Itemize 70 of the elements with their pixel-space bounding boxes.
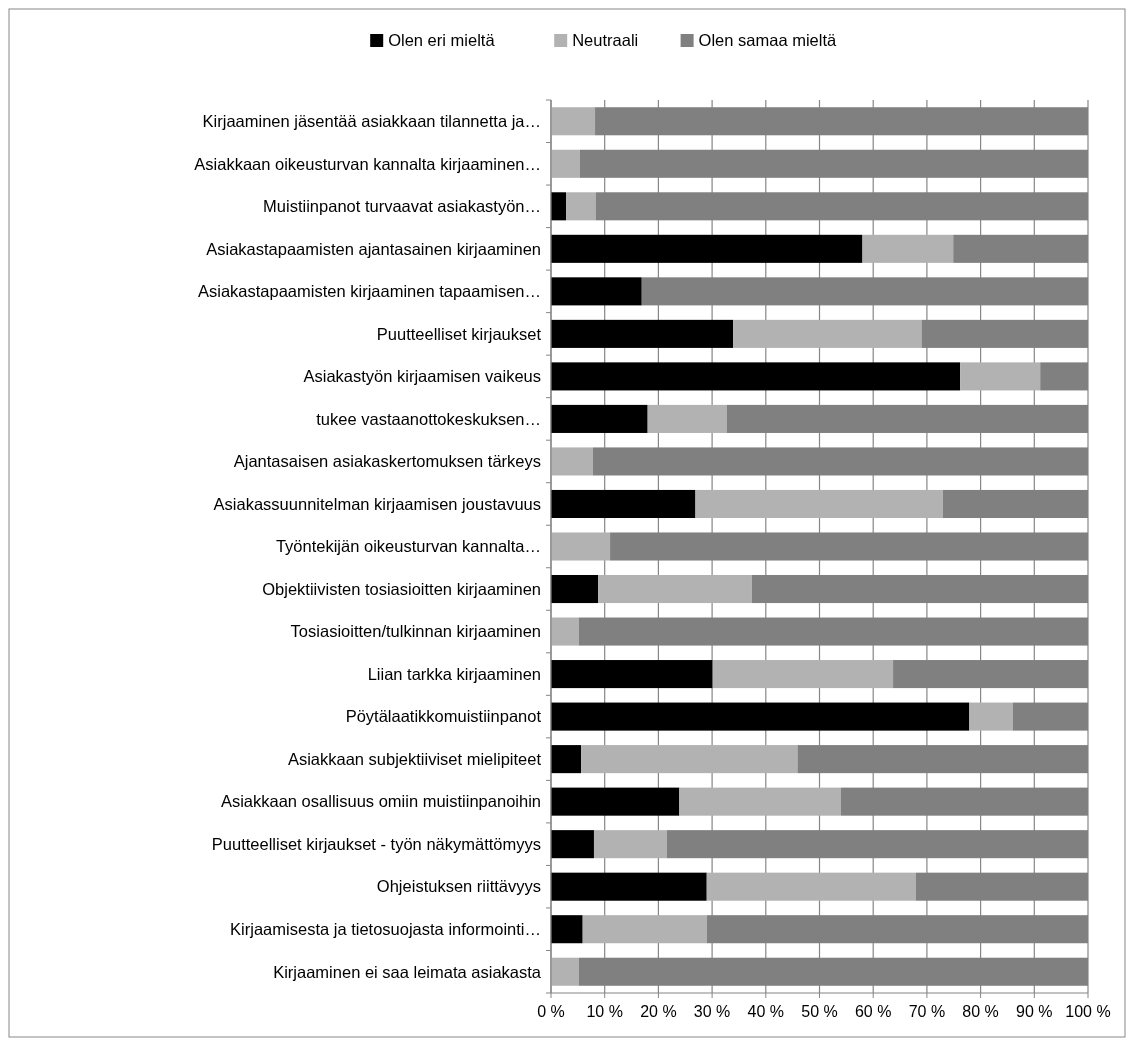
- x-tick-label: 50 %: [801, 1003, 838, 1020]
- bar: [581, 745, 798, 774]
- x-tick-label: 0 %: [537, 1003, 565, 1020]
- bar: [551, 872, 707, 901]
- x-tick-label: 40 %: [747, 1003, 785, 1020]
- bar: [551, 787, 680, 816]
- bar: [593, 830, 667, 859]
- bar: [551, 107, 596, 136]
- bar: [551, 149, 580, 178]
- y-tick-label: Asiakassuunnitelman kirjaamisen joustavuus: [213, 494, 541, 513]
- y-tick-label: Asiakkaan subjektiiviset mielipiteet: [287, 749, 542, 768]
- y-tick-label: Kirjaaminen jäsentää asiakkaan tilannetta ja…: [202, 112, 541, 131]
- bar: [647, 404, 727, 433]
- bar: [551, 745, 582, 774]
- bar: [733, 319, 922, 348]
- bar: [706, 872, 916, 901]
- bar: [551, 915, 583, 944]
- y-tick-label: Kirjaaminen ei saa leimata asiakasta: [273, 962, 542, 981]
- y-tick-label: Asiakastapaamisten kirjaaminen tapaamisen…: [197, 282, 541, 301]
- y-tick-label: Asiakastapaamisten ajantasainen kirjaaminen: [206, 239, 541, 258]
- bar: [551, 277, 642, 306]
- x-tick-label: 70 %: [908, 1003, 946, 1020]
- y-tick-label: Ajantasaisen asiakaskertomuksen tärkeys: [233, 452, 541, 471]
- bar: [551, 574, 599, 604]
- bar: [679, 787, 841, 816]
- y-tick-label: Pöytälaatikkomuistiinpanot: [345, 707, 542, 726]
- y-tick-label: Ohjeistuksen riittävyys: [376, 877, 541, 896]
- y-tick-label: Liian tarkka kirjaaminen: [367, 664, 541, 683]
- bar: [551, 702, 970, 731]
- bar: [551, 404, 648, 433]
- bar: [551, 362, 961, 391]
- bar: [551, 660, 713, 689]
- x-tick-label: 80 %: [962, 1003, 999, 1020]
- y-tick-label: Puutteelliset kirjaukset - työn näkymättömyys: [211, 834, 541, 853]
- y-tick-label: Asiakastyön kirjaamisen vaikeus: [303, 367, 541, 386]
- y-tick-label: Työntekijän oikeusturvan kannalta…: [275, 537, 541, 556]
- x-tick-label: 90 %: [1016, 1003, 1053, 1020]
- y-tick-label: Asiakkaan oikeusturvan kannalta kirjaaminen…: [194, 154, 541, 173]
- legend-label: Olen samaa mieltä: [698, 31, 837, 49]
- y-tick-label: Objektiivisten tosiasioitten kirjaaminen: [262, 579, 541, 598]
- bar: [862, 234, 954, 263]
- bar: [960, 362, 1041, 391]
- y-tick-label: Muistiinpanot turvaavat asiakastyön…: [263, 197, 541, 216]
- bar: [551, 532, 611, 561]
- bar: [566, 192, 596, 221]
- bar: [695, 489, 944, 519]
- bar: [551, 830, 594, 859]
- y-tick-label: Puutteelliset kirjaukset: [376, 324, 542, 343]
- bar: [969, 702, 1013, 731]
- legend-label: Neutraali: [572, 31, 639, 49]
- y-tick-label: Tosiasioitten/tulkinnan kirjaaminen: [290, 622, 541, 641]
- y-tick-label: Kirjaamisesta ja tietosuojasta informointi…: [230, 919, 541, 938]
- bar: [712, 660, 894, 689]
- x-tick-label: 20 %: [640, 1003, 677, 1020]
- y-tick-label: tukee vastaanottokeskuksen…: [316, 409, 541, 428]
- bar: [598, 574, 752, 604]
- legend-label: Olen eri mieltä: [388, 31, 496, 49]
- x-tick-label: 60 %: [854, 1003, 892, 1020]
- x-tick-label: 30 %: [693, 1003, 731, 1020]
- y-tick-label: Asiakkaan osallisuus omiin muistiinpanoihin: [220, 792, 541, 811]
- bar: [551, 192, 567, 221]
- bar: [551, 489, 696, 519]
- bar: [582, 915, 707, 944]
- x-tick-label: 10 %: [586, 1003, 623, 1020]
- bar: [551, 234, 863, 263]
- bar: [551, 617, 579, 646]
- bar: [551, 957, 579, 986]
- bar: [551, 447, 593, 476]
- bar: [551, 319, 734, 348]
- x-tick-label: 100 %: [1065, 1003, 1111, 1020]
